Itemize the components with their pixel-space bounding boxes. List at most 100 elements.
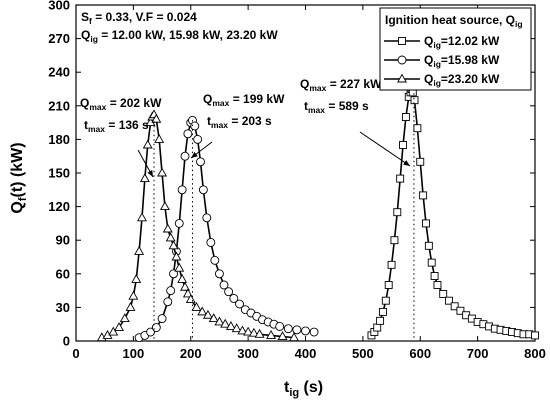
data-point [275,321,285,331]
annotation-arrow [359,131,411,167]
data-point [387,260,396,269]
y-tick-label: 300 [48,0,70,13]
data-point [119,313,130,323]
data-point [114,322,124,332]
data-point [266,329,277,339]
data-point [108,326,119,336]
data-point [137,212,147,222]
data-point [384,281,393,289]
data-point [396,174,405,183]
t-max-label: tmax = 203 s [207,114,272,130]
data-point [180,281,190,291]
data-point [190,121,200,131]
data-point [413,124,422,133]
data-point [202,213,212,223]
y-tick-label: 90 [56,233,70,248]
peak-annotation: Qmax = 199 kW tmax = 203 s [190,92,285,341]
x-axis-title: tig (s) [284,379,323,399]
data-point [229,293,239,303]
y-tick-label: 210 [48,98,70,113]
y-tick-label: 30 [56,300,70,315]
x-tick-label: 700 [467,346,489,361]
y-tick-label: 240 [48,65,70,80]
data-point [139,173,150,183]
y-tick-label: 0 [63,334,70,349]
series-circle [134,115,319,343]
series-square [367,85,539,340]
data-point [162,223,173,233]
data-point [390,236,399,245]
y-axis-title-group: Qf(t) (kW) [9,142,29,213]
data-point [183,129,193,139]
data-point [283,324,293,334]
data-point [165,232,176,242]
data-point [131,273,142,283]
data-point [235,299,244,309]
y-tick-label: 120 [48,199,70,214]
data-point [456,306,465,315]
x-tick-label: 300 [237,346,259,361]
data-point [128,290,139,300]
data-point [379,307,387,316]
legend: Ignition heat source, Qig Qig=12.02 kW Qi… [379,7,532,91]
arrow-head [403,160,410,166]
x-tick-label: 0 [72,346,79,361]
data-point [301,326,310,336]
y-tick-label: 180 [48,132,70,147]
data-point [208,313,219,323]
peak-annotation: Qmax = 227 kW tmax = 589 s [300,77,415,341]
y-tick-label: 150 [48,166,70,181]
legend-marker [398,37,406,45]
data-point [410,96,419,105]
t-max-label: tmax = 136 s [84,118,149,134]
x-tick-label: 800 [524,346,546,361]
data-point [166,286,176,296]
q-max-label: Qmax = 202 kW [80,96,162,112]
y-tick-label: 270 [48,31,70,46]
data-point [157,314,167,324]
data-point [146,327,156,337]
data-point [439,290,448,298]
data-point [191,301,202,311]
x-tick-label: 600 [409,346,431,361]
legend-entries: Qig=12.02 kW Qig=15.98 kW Qig=23.20 kW [384,34,500,88]
data-point [198,185,208,195]
data-point [237,325,248,335]
data-point [450,302,459,311]
legend-entry-circle: Qig=15.98 kW [384,53,500,69]
legend-box [379,7,532,91]
x-axis-title-group: tig (s) [284,379,323,399]
data-point [134,245,145,255]
data-point [142,139,153,149]
legend-marker [397,73,407,83]
series-layer [96,85,539,343]
data-point [125,301,136,311]
data-point [416,157,425,166]
legend-entry-square: Qig=12.02 kW [384,34,500,50]
data-point [151,113,162,123]
x-tick-label: 400 [295,346,317,361]
data-point [224,287,234,297]
x-tick-label: 100 [123,346,145,361]
data-point [422,219,430,228]
arrow-head [147,170,153,177]
data-point [531,331,539,340]
y-axis-title: Qf(t) (kW) [9,142,29,213]
data-point [220,318,231,328]
data-point [444,296,453,305]
data-point [424,241,433,250]
data-point [180,151,190,161]
legend-label: Qig=15.98 kW [424,53,500,69]
legend-title: Ignition heat source, Qig [385,13,523,29]
data-point [169,269,178,279]
data-point [219,280,229,290]
legend-label: Qig=12.02 kW [424,34,500,50]
info-line-1: Sf = 0.33, V.F = 0.024 [81,10,197,26]
data-point [376,316,385,325]
data-point [174,218,184,228]
info-line-2: Qig = 12.00 kW, 15.98 kW, 23.20 kW [81,28,278,44]
data-point [171,251,182,261]
x-tick-label: 500 [352,346,374,361]
data-point [214,269,224,279]
